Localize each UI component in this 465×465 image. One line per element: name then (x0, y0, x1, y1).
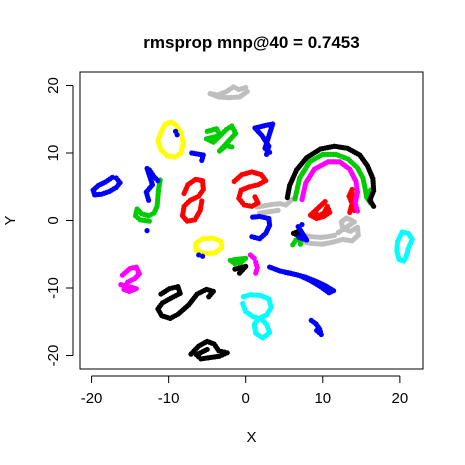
cluster-magenta (247, 252, 260, 276)
data-point (295, 223, 301, 230)
y-tick-label: 20 (45, 77, 62, 94)
y-axis: -20 -10 0 10 20 (45, 77, 74, 367)
cluster-yellow (193, 235, 225, 257)
cluster-yellow (155, 119, 186, 160)
data-point (199, 198, 205, 204)
cluster-black (284, 143, 377, 209)
x-tick-label: 20 (392, 390, 409, 407)
cluster-red (307, 199, 333, 222)
cluster-green (227, 255, 249, 267)
data-point (371, 203, 377, 209)
chart-title: rmsprop mnp@40 = 0.7453 (143, 33, 359, 52)
data-point (331, 232, 337, 238)
points-layer (90, 84, 415, 362)
data-point (155, 178, 161, 184)
data-point (251, 255, 257, 261)
cluster-gray (254, 196, 296, 216)
data-point (146, 197, 152, 203)
cluster-red (231, 169, 269, 209)
cluster-blue (90, 174, 123, 198)
data-point (231, 257, 237, 263)
data-point (229, 144, 235, 150)
cluster-blue (308, 317, 324, 338)
data-point (314, 327, 320, 334)
cluster-red (179, 176, 206, 224)
data-point (207, 91, 213, 97)
y-axis-label: Y (2, 215, 19, 225)
cluster-cyan (394, 229, 415, 264)
y-tick-label: 10 (45, 145, 62, 162)
y-tick-label: -20 (45, 345, 62, 367)
cluster-cyan (240, 292, 274, 341)
cluster-blue (196, 252, 206, 259)
x-tick-label: 10 (314, 390, 331, 407)
data-point (249, 234, 255, 240)
data-point (267, 149, 273, 155)
data-point (158, 130, 164, 136)
cluster-blue (143, 165, 156, 203)
data-point (232, 266, 238, 272)
x-axis: -20 -10 0 10 20 (81, 375, 409, 407)
data-point (189, 150, 195, 156)
y-tick-label: -10 (45, 277, 62, 299)
x-tick-label: -10 (158, 390, 180, 407)
data-point (144, 228, 150, 234)
cluster-blue (249, 213, 273, 242)
data-point (275, 207, 281, 213)
cluster-red (346, 186, 357, 215)
cluster-blue (144, 128, 206, 234)
data-point (243, 84, 249, 91)
data-point (299, 221, 305, 228)
y-tick-label: 0 (45, 216, 62, 224)
cluster-gray (298, 215, 361, 247)
data-point (297, 241, 304, 247)
cluster-gray (207, 84, 250, 101)
cluster-green (203, 123, 239, 154)
cluster-magenta (118, 264, 142, 294)
data-point (322, 199, 328, 205)
data-point (113, 175, 119, 181)
data-point (204, 346, 210, 353)
data-point (283, 269, 289, 276)
x-axis-label: X (246, 429, 256, 446)
data-point (118, 282, 124, 288)
cluster-blue (295, 221, 310, 243)
cluster-blue (252, 121, 276, 157)
data-point (399, 229, 405, 235)
data-point (253, 270, 259, 276)
data-point (335, 230, 341, 236)
cluster-green (292, 151, 374, 206)
data-point (252, 194, 258, 200)
x-tick-label: 0 (242, 390, 250, 407)
data-point (199, 253, 206, 259)
plot-frame (79, 71, 424, 370)
data-point (240, 300, 246, 307)
cluster-blue (267, 264, 337, 296)
data-point (193, 240, 199, 247)
data-point (174, 132, 180, 138)
data-point (146, 218, 152, 224)
cluster-green (290, 234, 304, 248)
cluster-magenta (299, 159, 361, 214)
cluster-black (188, 338, 230, 362)
data-point (206, 294, 212, 300)
cluster-black (155, 284, 216, 321)
x-tick-label: -20 (81, 390, 103, 407)
data-point (354, 208, 361, 214)
